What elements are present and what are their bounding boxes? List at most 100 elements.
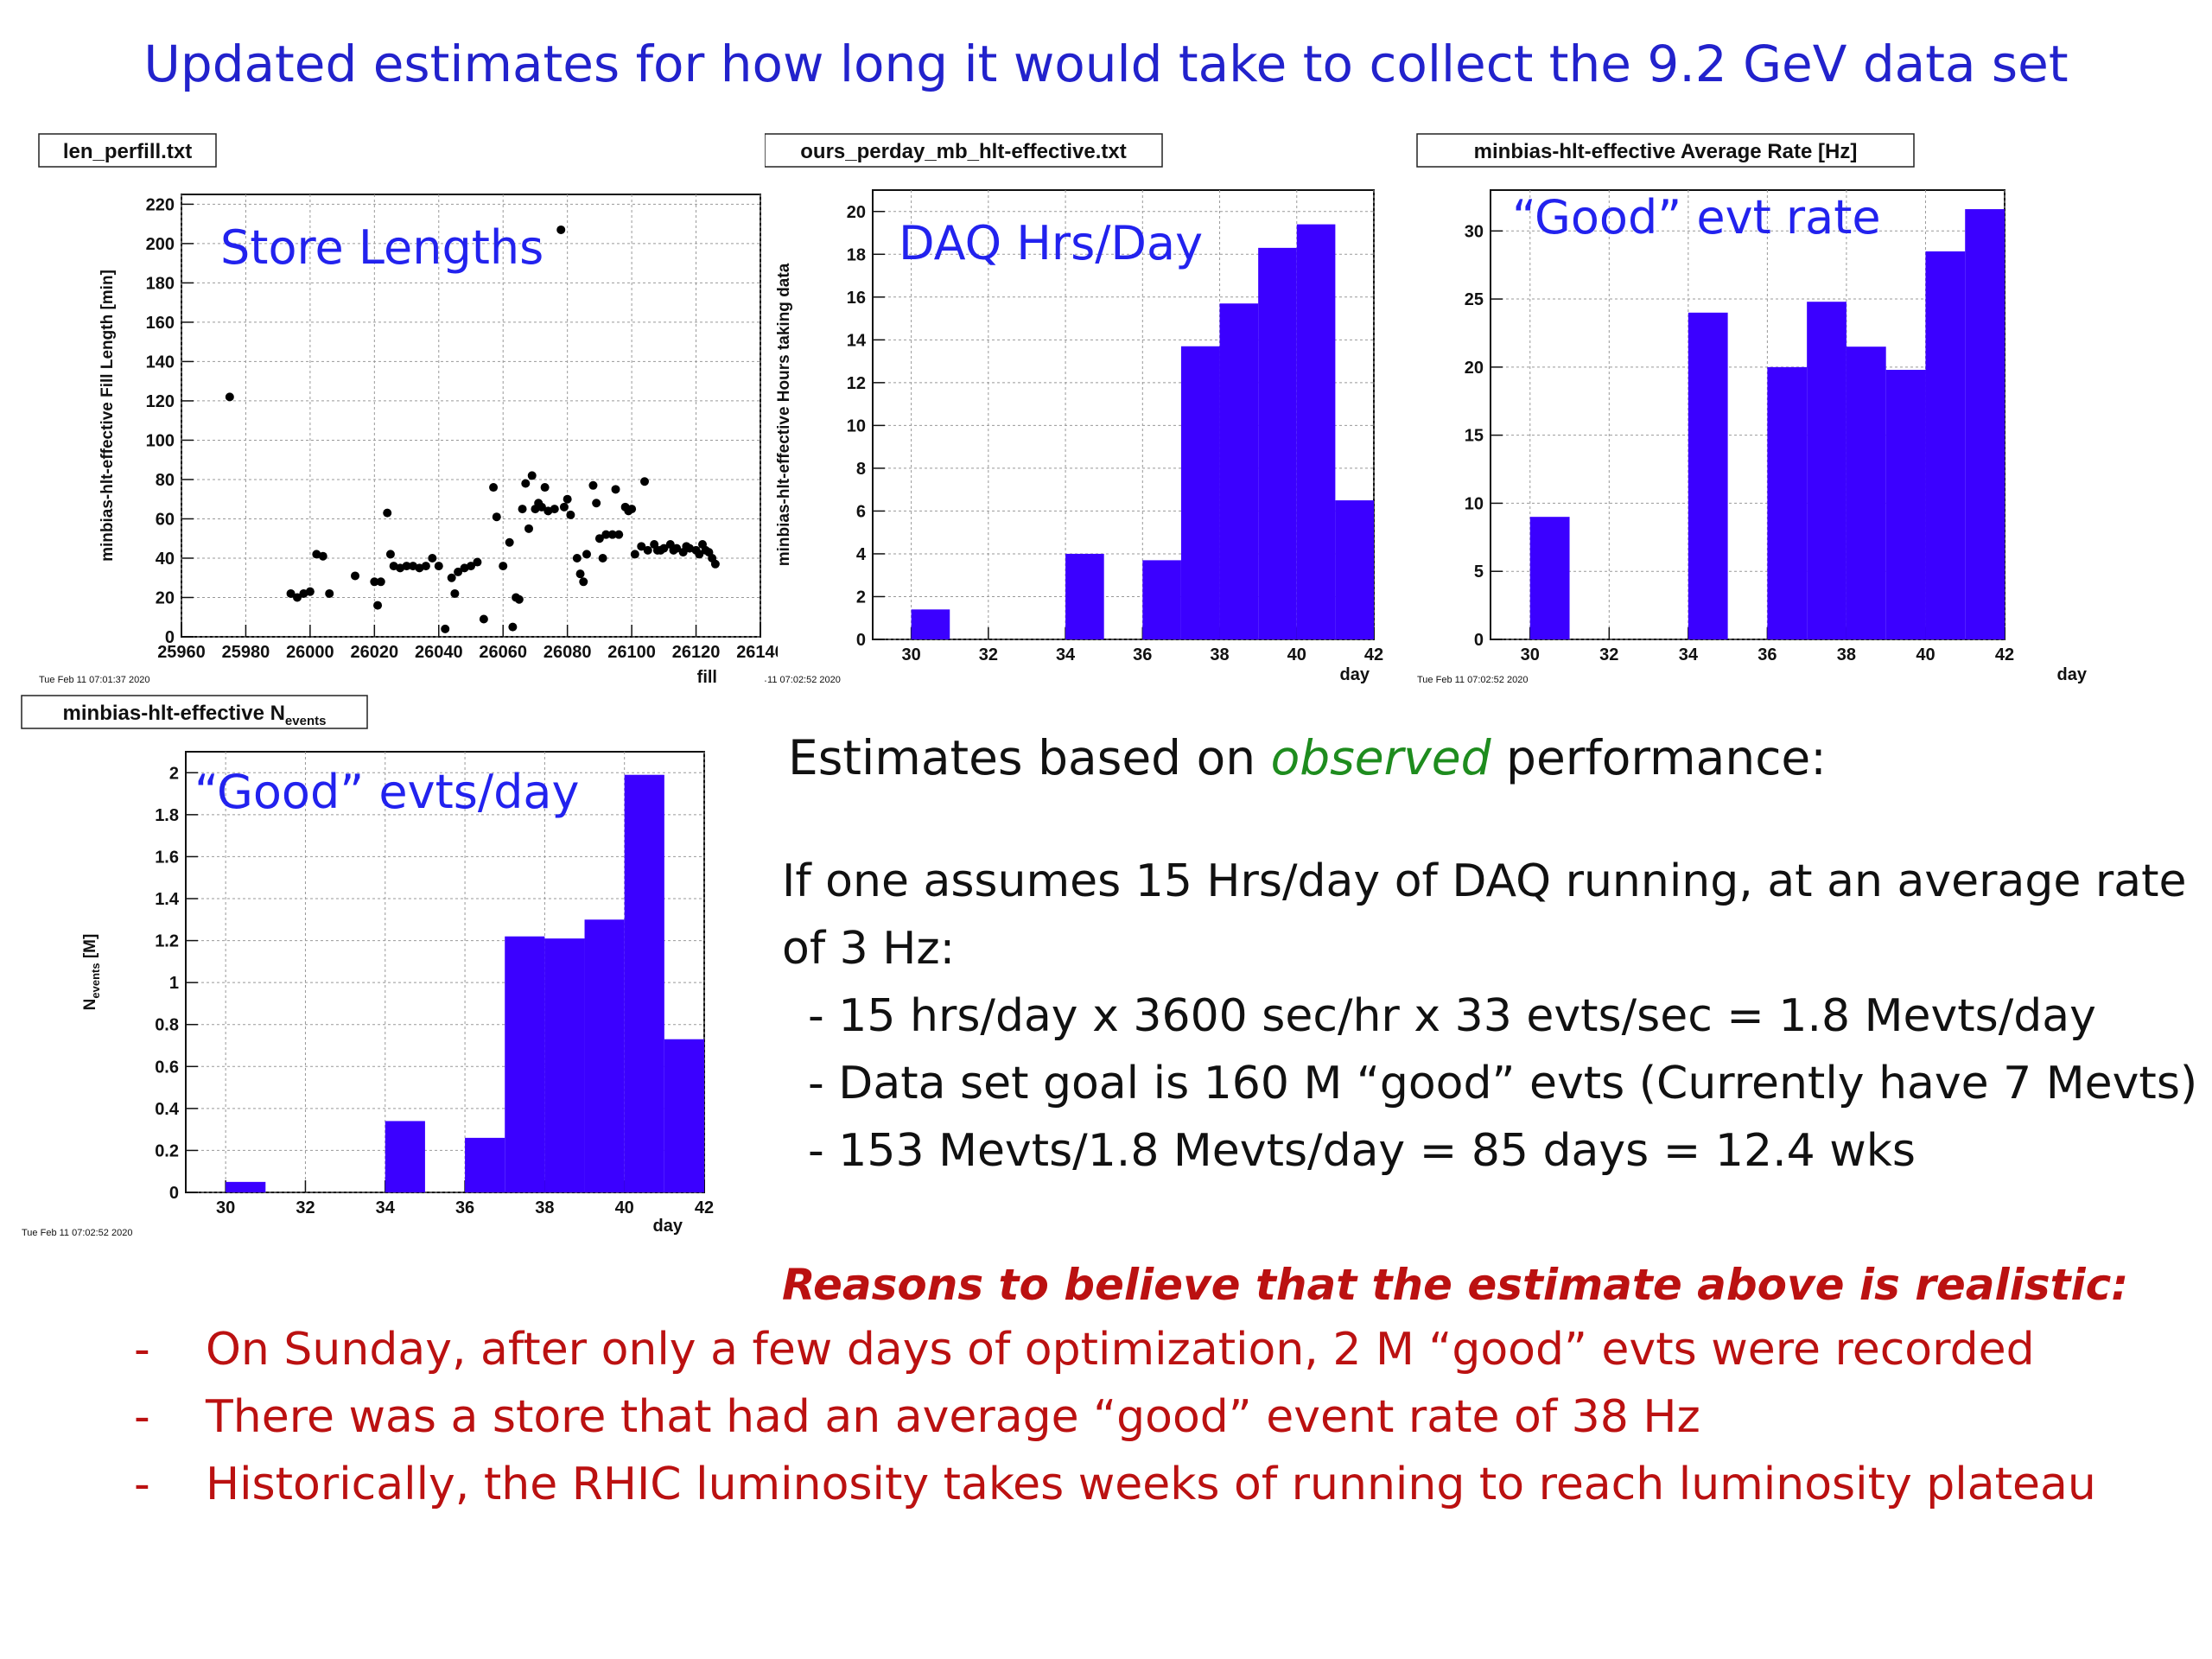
data-point (479, 614, 488, 624)
bar (465, 1137, 505, 1192)
frame-title-sub: events (285, 714, 327, 728)
bar (1219, 303, 1259, 639)
estimates-bullet-2: - Data set goal is 160 M “good” evts (Cu… (808, 1058, 2198, 1109)
y-tick-label: 8 (856, 460, 866, 479)
data-point (421, 562, 430, 571)
frame-title: ours_perday_mb_hlt-effective.txt (800, 140, 1126, 163)
y-axis-label-sub: events (89, 963, 102, 998)
bar (1065, 553, 1104, 639)
x-tick-label: 26080 (543, 643, 592, 662)
data-point (293, 593, 302, 602)
data-point (588, 480, 598, 490)
y-tick-label: 20 (1465, 359, 1484, 378)
data-point (370, 577, 379, 587)
data-point (601, 530, 611, 539)
x-tick-label: 42 (1995, 645, 2014, 664)
chart-annotation: DAQ Hrs/Day (899, 216, 1203, 270)
data-point (598, 553, 607, 563)
bar (624, 774, 664, 1192)
reasons-dash-2: - (134, 1391, 150, 1443)
data-point (499, 562, 508, 571)
frame-title: minbias-hlt-effective Nevents (63, 702, 327, 728)
data-point (473, 557, 482, 567)
x-tick-label: 30 (216, 1198, 235, 1217)
data-point (524, 524, 533, 533)
estimates-line-2: of 3 Hz: (782, 923, 956, 975)
x-tick-label: 36 (455, 1198, 474, 1217)
daq-hours-chart: ours_perday_mb_hlt-effective.txt 0 2 4 6 8 10 1… (765, 133, 1383, 685)
data-point (373, 601, 383, 610)
x-tick-label: 26020 (351, 643, 399, 662)
y-tick-label: 160 (146, 314, 175, 333)
evts-per-day-chart: minbias-hlt-effective Nevents 0 0.2 0.4 0.6 0… (21, 695, 714, 1238)
y-tick-label: 10 (1465, 494, 1484, 513)
x-tick-label: 38 (1837, 645, 1856, 664)
timestamp: Tue Feb 11 07:02:52 2020 (1417, 675, 1528, 685)
estimates-bullet-3: - 153 Mevts/1.8 Mevts/day = 85 days = 12… (808, 1125, 1916, 1177)
data-point (508, 622, 518, 632)
data-point (441, 624, 450, 633)
data-point (563, 494, 572, 504)
estimates-heading: Estimates based on observed performance: (788, 730, 1827, 785)
x-tick-label: 30 (901, 645, 920, 664)
data-point (537, 502, 546, 512)
x-tick-label: 32 (296, 1198, 315, 1217)
data-point (518, 505, 527, 514)
data-point (630, 550, 639, 559)
x-tick-label: 26060 (479, 643, 527, 662)
data-point (579, 577, 588, 587)
x-axis-label: fill (697, 668, 717, 687)
data-point (402, 562, 411, 571)
data-point (351, 571, 359, 581)
frame-title: minbias-hlt-effective Average Rate [Hz] (1474, 140, 1858, 163)
data-point (627, 505, 637, 514)
y-tick-label: 2 (856, 588, 866, 607)
chart-annotation: “Good” evt rate (1512, 190, 1881, 245)
data-point (454, 567, 463, 576)
data-point (492, 512, 501, 522)
data-point (572, 553, 582, 563)
x-tick-label: 26040 (415, 643, 463, 662)
data-point (225, 392, 234, 402)
x-tick-label: 42 (1364, 645, 1383, 664)
bar (1925, 251, 1966, 639)
y-tick-label: 1.2 (155, 932, 179, 951)
y-tick-label: 2 (169, 764, 179, 783)
y-tick-label: 6 (856, 502, 866, 521)
bar (584, 919, 625, 1192)
timestamp: Tue Feb 11 07:01:37 2020 (39, 675, 149, 685)
y-axis-label-unit: [M] (81, 934, 99, 963)
y-tick-label: 0.2 (155, 1141, 179, 1160)
bar (1529, 517, 1570, 639)
page-title: Updated estimates for how long it would … (143, 35, 2069, 93)
data-point (637, 542, 646, 551)
data-point (540, 483, 550, 493)
x-tick-label: 34 (1679, 645, 1699, 664)
y-tick-label: 1 (169, 974, 179, 993)
data-point (592, 499, 601, 508)
y-tick-label: 120 (146, 392, 175, 411)
data-point (286, 588, 296, 598)
bar (505, 936, 545, 1192)
bar (1688, 312, 1728, 639)
x-tick-label: 40 (1287, 645, 1306, 664)
x-tick-label: 30 (1521, 645, 1540, 664)
x-axis-label: day (2057, 665, 2088, 684)
store-lengths-chart: len_perfill.txt 0 20 40 60 80 100 120 140 160 180 2… (38, 133, 778, 687)
y-tick-label: 100 (146, 431, 175, 450)
bar (1335, 500, 1374, 639)
y-tick-label: 40 (156, 550, 175, 569)
x-tick-label: 25960 (157, 643, 206, 662)
y-tick-label: 30 (1465, 222, 1484, 241)
data-point (428, 553, 437, 563)
y-axis-label: minbias-hlt-effective Fill Length [min] (99, 270, 117, 562)
plot-frame (181, 194, 761, 638)
y-tick-label: 10 (847, 416, 866, 435)
data-point (614, 530, 624, 539)
estimates-heading-observed: observed (1270, 730, 1491, 785)
y-tick-label: 200 (146, 235, 175, 254)
x-tick-label: 26140 (736, 643, 778, 662)
bar (1296, 224, 1336, 639)
x-axis-label: day (1340, 665, 1370, 684)
y-tick-label: 15 (1465, 427, 1484, 446)
